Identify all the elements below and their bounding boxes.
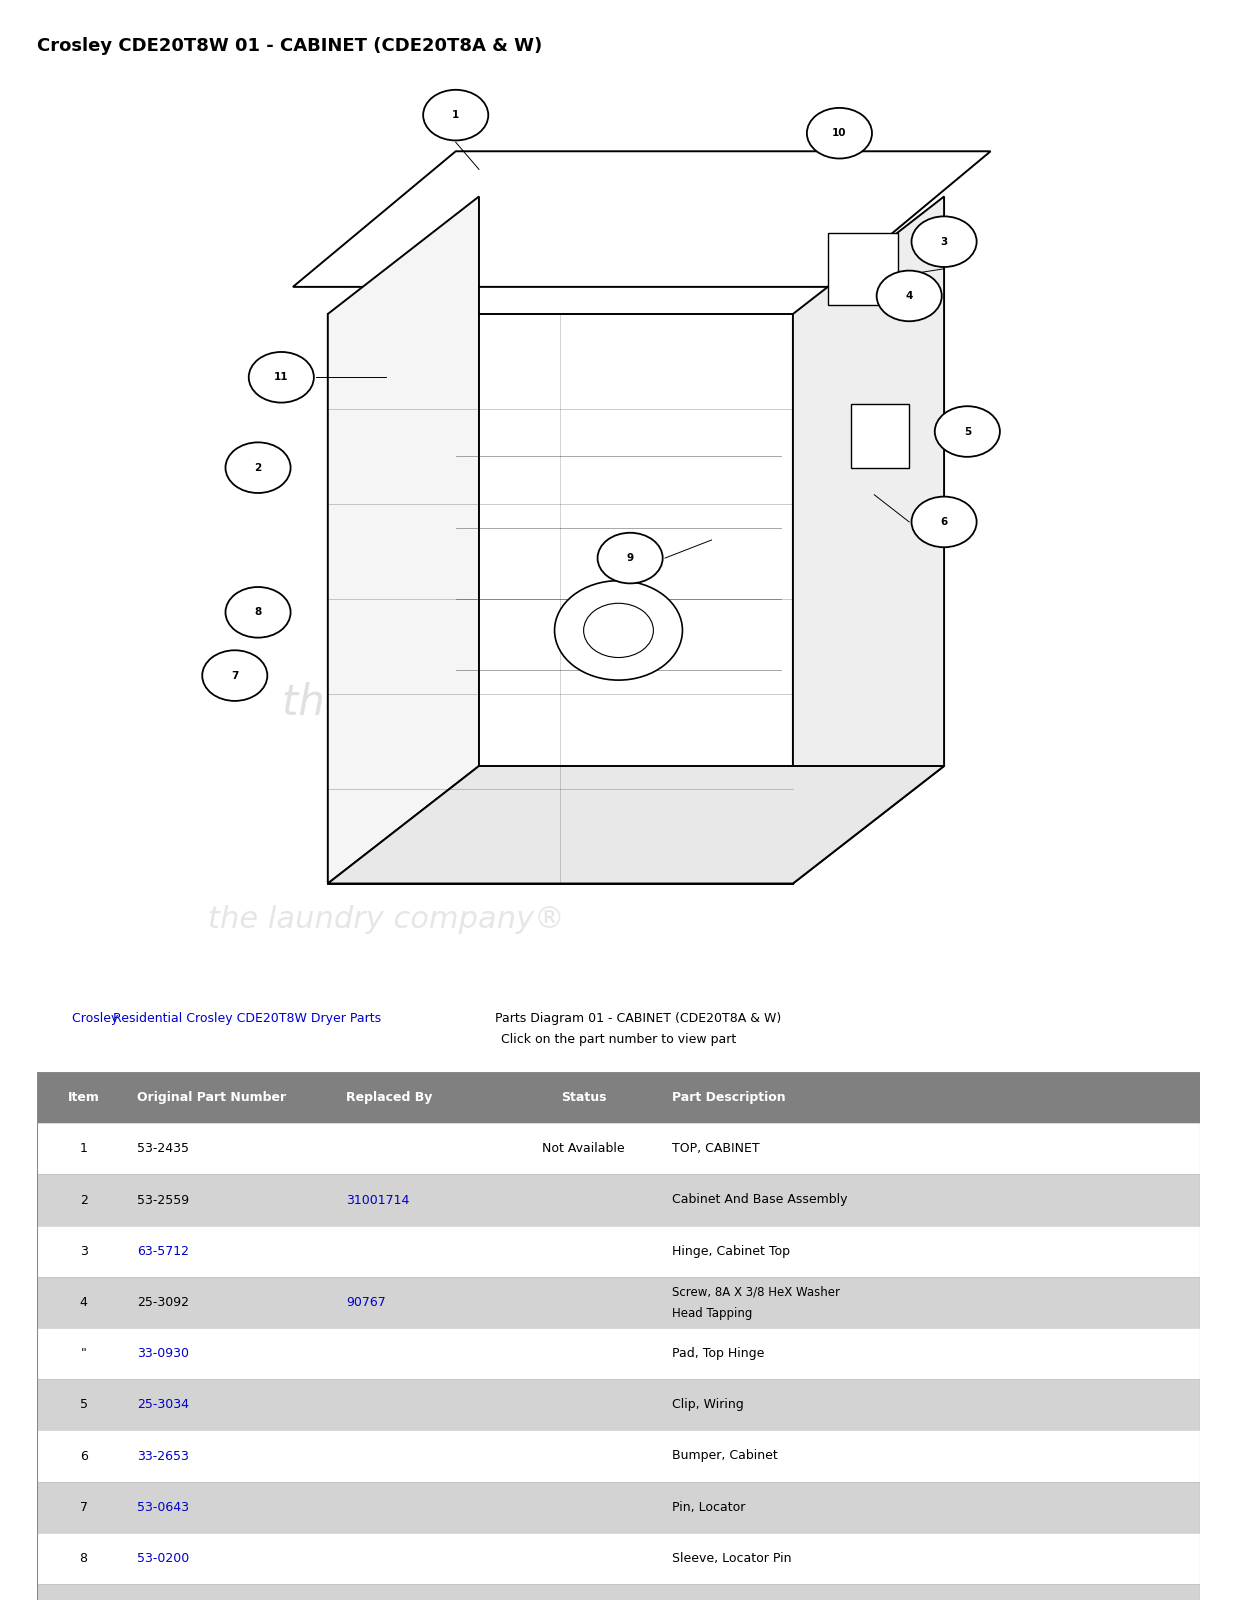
Text: 63-5712: 63-5712	[137, 1245, 189, 1258]
Text: 31001714: 31001714	[346, 1194, 409, 1206]
Polygon shape	[328, 314, 793, 883]
Bar	[37, 1584, 1200, 1600]
Text: 3: 3	[940, 237, 948, 246]
Text: Crosley CDE20T8W 01 - CABINET (CDE20T8A & W): Crosley CDE20T8W 01 - CABINET (CDE20T8A …	[37, 37, 542, 56]
Text: Not Available: Not Available	[542, 1142, 625, 1155]
Bar	[37, 1226, 1200, 1277]
Bar	[37, 1430, 1200, 1482]
Text: 1: 1	[79, 1142, 88, 1155]
Text: 53-2559: 53-2559	[137, 1194, 189, 1206]
Text: 25-3092: 25-3092	[137, 1296, 189, 1309]
Text: Pin, Locator: Pin, Locator	[672, 1501, 746, 1514]
Text: Clip, Wiring: Clip, Wiring	[672, 1398, 743, 1411]
Circle shape	[225, 442, 291, 493]
Circle shape	[935, 406, 999, 458]
Text: Bumper, Cabinet: Bumper, Cabinet	[672, 1450, 778, 1462]
Text: Click on the part number to view part: Click on the part number to view part	[501, 1032, 736, 1046]
Text: 53-2435: 53-2435	[137, 1142, 189, 1155]
Text: 5: 5	[964, 427, 971, 437]
Circle shape	[249, 352, 314, 403]
Polygon shape	[328, 197, 479, 883]
Text: 10: 10	[833, 128, 846, 138]
Circle shape	[912, 496, 977, 547]
Text: 11: 11	[275, 373, 288, 382]
Text: 33-0930: 33-0930	[137, 1347, 189, 1360]
Text: Cabinet And Base Assembly: Cabinet And Base Assembly	[672, 1194, 847, 1206]
Text: 53-0643: 53-0643	[137, 1501, 189, 1514]
Text: TOP, CABINET: TOP, CABINET	[672, 1142, 760, 1155]
Circle shape	[597, 533, 663, 584]
Bar	[37, 1533, 1200, 1584]
Text: Replaced By: Replaced By	[346, 1091, 433, 1104]
Bar	[37, 1482, 1200, 1533]
Text: 2: 2	[255, 462, 262, 472]
Bar	[37, 1379, 1200, 1430]
Circle shape	[807, 107, 872, 158]
Text: the laundry company®: the laundry company®	[208, 906, 564, 934]
Text: Hinge, Cabinet Top: Hinge, Cabinet Top	[672, 1245, 790, 1258]
Text: Part Description: Part Description	[672, 1091, 785, 1104]
Text: 53-0200: 53-0200	[137, 1552, 189, 1565]
Text: Parts Diagram 01 - CABINET (CDE20T8A & W): Parts Diagram 01 - CABINET (CDE20T8A & W…	[491, 1013, 781, 1026]
Bar	[37, 1174, 1200, 1226]
Polygon shape	[328, 766, 944, 883]
Text: 8: 8	[79, 1552, 88, 1565]
Text: 5: 5	[79, 1398, 88, 1411]
Bar	[37, 1277, 1200, 1328]
Circle shape	[554, 581, 683, 680]
Polygon shape	[793, 197, 944, 883]
Text: 8: 8	[255, 608, 262, 618]
Text: Status: Status	[560, 1091, 606, 1104]
Circle shape	[423, 90, 489, 141]
Text: Pad, Top Hinge: Pad, Top Hinge	[672, 1347, 764, 1360]
Text: Screw, 8A X 3/8 HeX Washer: Screw, 8A X 3/8 HeX Washer	[672, 1286, 840, 1299]
Bar	[851, 405, 909, 467]
Polygon shape	[293, 152, 991, 286]
Text: 33-2653: 33-2653	[137, 1450, 189, 1462]
Text: 1: 1	[452, 110, 459, 120]
Text: 6: 6	[79, 1450, 88, 1462]
Text: Item: Item	[68, 1091, 99, 1104]
Bar	[37, 1123, 1200, 1174]
Text: 9: 9	[627, 554, 633, 563]
Text: 4: 4	[905, 291, 913, 301]
Text: Original Part Number: Original Part Number	[137, 1091, 286, 1104]
Bar	[828, 232, 898, 306]
Text: Head Tapping: Head Tapping	[672, 1307, 752, 1320]
Circle shape	[225, 587, 291, 638]
Circle shape	[202, 650, 267, 701]
Text: 25-3034: 25-3034	[137, 1398, 189, 1411]
Circle shape	[912, 216, 977, 267]
Text: 6: 6	[940, 517, 948, 526]
Bar	[37, 1328, 1200, 1379]
Text: ": "	[80, 1347, 87, 1360]
Text: 90767: 90767	[346, 1296, 386, 1309]
Text: 4: 4	[79, 1296, 88, 1309]
Text: 7: 7	[79, 1501, 88, 1514]
Text: Residential Crosley CDE20T8W Dryer Parts: Residential Crosley CDE20T8W Dryer Parts	[113, 1013, 381, 1026]
Circle shape	[877, 270, 941, 322]
Text: 3: 3	[79, 1245, 88, 1258]
Text: the laundry company®: the laundry company®	[282, 682, 768, 723]
Bar	[37, 1072, 1200, 1123]
Text: Sleeve, Locator Pin: Sleeve, Locator Pin	[672, 1552, 792, 1565]
Text: 7: 7	[231, 670, 239, 680]
Text: 2: 2	[79, 1194, 88, 1206]
Text: Crosley: Crosley	[72, 1013, 122, 1026]
